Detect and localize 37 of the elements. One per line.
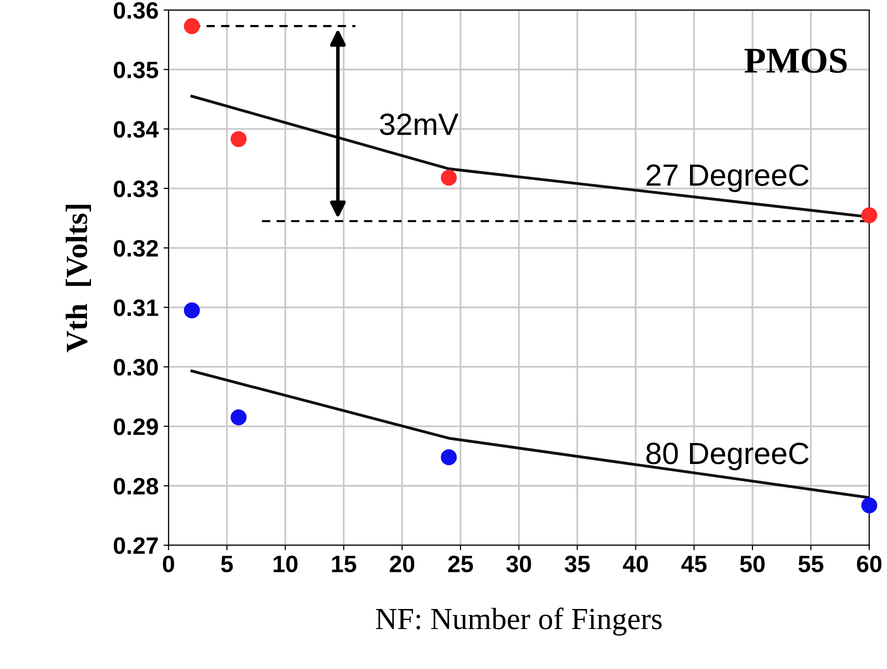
y-tick-label: 0.32 [114,240,158,257]
point [861,497,878,514]
point [184,302,200,318]
annotation: 32mV [380,113,458,136]
x-tick-label: 60 [856,556,882,572]
y-tick-label: 0.33 [114,180,158,198]
y-tick-label: 0.27 [114,537,158,554]
point [230,409,247,426]
point [184,18,200,34]
x-axis-title: NF: Number of Fingers [376,608,662,636]
point [440,449,457,466]
x-tick-label: 0 [162,556,174,572]
x-tick-label: 5 [221,556,233,572]
point [861,207,878,224]
point [230,131,247,148]
annotation: 80 DegreeC [646,442,809,470]
y-axis-title: Vth [Volts] [66,204,91,352]
y-tick-label: 0.31 [114,299,158,316]
annotation: PMOS [744,48,847,73]
x-tick-label: 30 [506,556,532,572]
x-tick-label: 25 [448,556,473,572]
y-tick-label: 0.29 [114,418,158,436]
x-tick-label: 20 [390,556,414,572]
x-tick-label: 10 [274,556,298,572]
x-tick-label: 35 [564,556,590,572]
annotation: 27 DegreeC [646,164,809,192]
y-tick-label: 0.28 [114,478,158,495]
x-tick-label: 50 [740,556,765,572]
y-tick-label: 0.30 [114,358,158,376]
x-tick-label: 55 [798,556,824,572]
y-tick-label: 0.35 [114,62,158,78]
point [440,170,457,186]
x-tick-label: 40 [622,556,648,572]
y-tick-label: 0.36 [114,2,158,19]
x-tick-label: 45 [681,556,707,572]
x-tick-label: 15 [332,556,356,572]
y-tick-label: 0.34 [114,121,159,138]
